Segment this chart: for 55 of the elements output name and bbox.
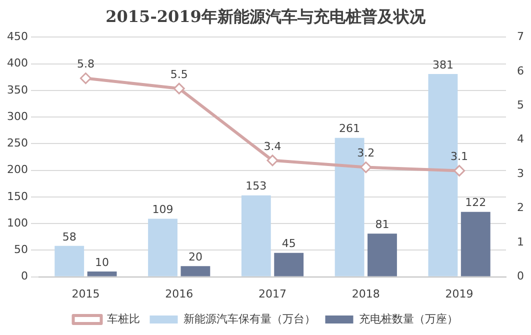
data-label: 20 (188, 250, 202, 264)
y2-tick-label: 7 (517, 30, 524, 44)
y-tick-label: 350 (6, 83, 28, 96)
bar (241, 195, 271, 276)
legend-label: 新能源汽车保有量（万台） (183, 312, 316, 326)
x-tick-label: 2015 (72, 287, 100, 300)
x-tick-label: 2018 (352, 287, 380, 300)
y2-tick-label: 1 (517, 235, 524, 248)
bar (460, 212, 490, 276)
bar (54, 246, 84, 276)
legend-label: 车桩比 (106, 312, 140, 326)
point (360, 162, 372, 174)
x-tick-label: 2017 (258, 287, 286, 300)
y2-tick-label: 2 (517, 201, 524, 214)
y-tick-label: 450 (6, 30, 28, 44)
legend-label: 充电桩数量（万座） (358, 312, 458, 326)
data-label: 261 (339, 122, 360, 136)
point (80, 72, 92, 84)
chart-title: 2015-2019年新能源汽车与充电桩普及状况 (106, 6, 426, 26)
data-label: 5.8 (76, 58, 94, 71)
data-label: 81 (375, 218, 390, 232)
data-label: 153 (246, 180, 267, 193)
y2-tick-label: 6 (517, 64, 524, 78)
data-label: 58 (62, 230, 76, 244)
bar (180, 266, 210, 276)
point (266, 154, 278, 166)
bar (87, 271, 117, 276)
y-tick-label: 200 (6, 163, 28, 176)
data-label: 3.4 (264, 140, 282, 153)
bar (368, 234, 397, 276)
y-tick-label: 250 (6, 136, 28, 150)
data-label: 109 (152, 203, 174, 216)
y2-tick-label: 4 (517, 132, 524, 146)
bar (274, 252, 304, 276)
y-tick-label: 100 (6, 216, 28, 230)
x-tick-label: 2019 (445, 287, 474, 300)
data-label: 3.1 (450, 150, 468, 164)
data-label: 5.5 (170, 68, 188, 81)
point (173, 82, 185, 94)
y2-tick-label: 0 (517, 270, 524, 283)
data-label: 10 (95, 256, 110, 269)
y-tick-label: 0 (20, 270, 28, 283)
data-label: 45 (282, 237, 296, 250)
y2-tick-label: 3 (517, 166, 524, 180)
y-tick-label: 150 (6, 190, 28, 203)
data-label: 381 (432, 58, 454, 72)
y-tick-label: 400 (6, 56, 28, 70)
data-label: 122 (465, 196, 486, 210)
y-tick-label: 300 (6, 110, 28, 123)
data-label: 3.2 (357, 146, 375, 160)
bar (148, 218, 178, 276)
y2-tick-label: 5 (517, 98, 524, 112)
point (454, 164, 466, 176)
x-tick-label: 2016 (165, 287, 194, 300)
y-tick-label: 50 (14, 243, 28, 256)
